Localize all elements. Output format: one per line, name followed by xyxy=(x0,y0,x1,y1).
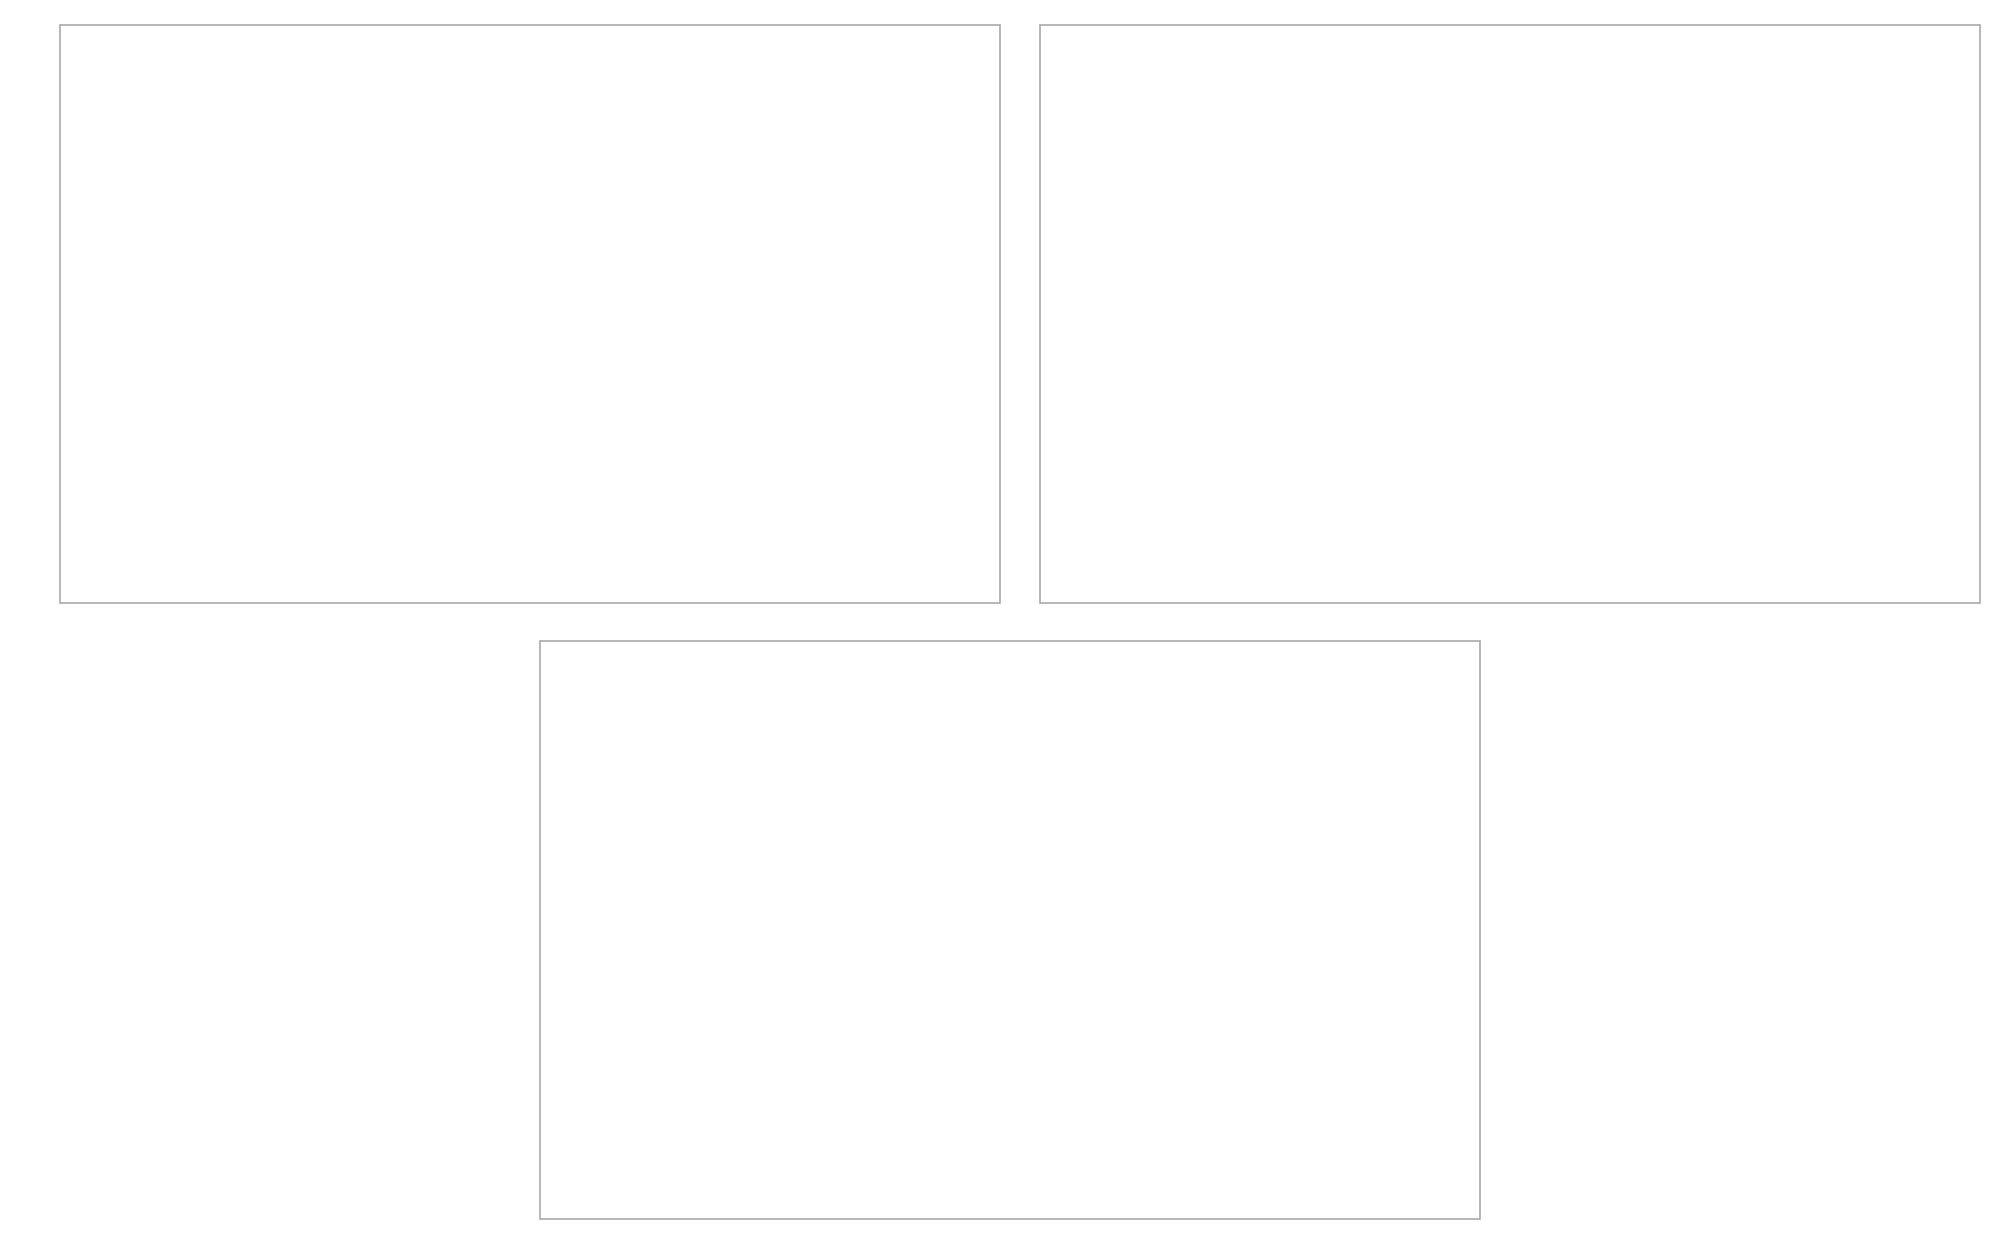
X-axis label: Lab: Lab xyxy=(1026,1121,1060,1139)
Title: % Quetiapine desethoxy: % Quetiapine desethoxy xyxy=(420,70,706,91)
Title: % Unknown impurity: % Unknown impurity xyxy=(1420,70,1666,91)
Y-axis label: %: % xyxy=(1060,279,1076,297)
X-axis label: Lab: Lab xyxy=(546,505,580,523)
Y-axis label: %: % xyxy=(570,895,584,913)
Y-axis label: %: % xyxy=(80,279,96,297)
X-axis label: Lab: Lab xyxy=(1526,505,1560,523)
Title: % Total impurities: % Total impurities xyxy=(936,686,1150,706)
